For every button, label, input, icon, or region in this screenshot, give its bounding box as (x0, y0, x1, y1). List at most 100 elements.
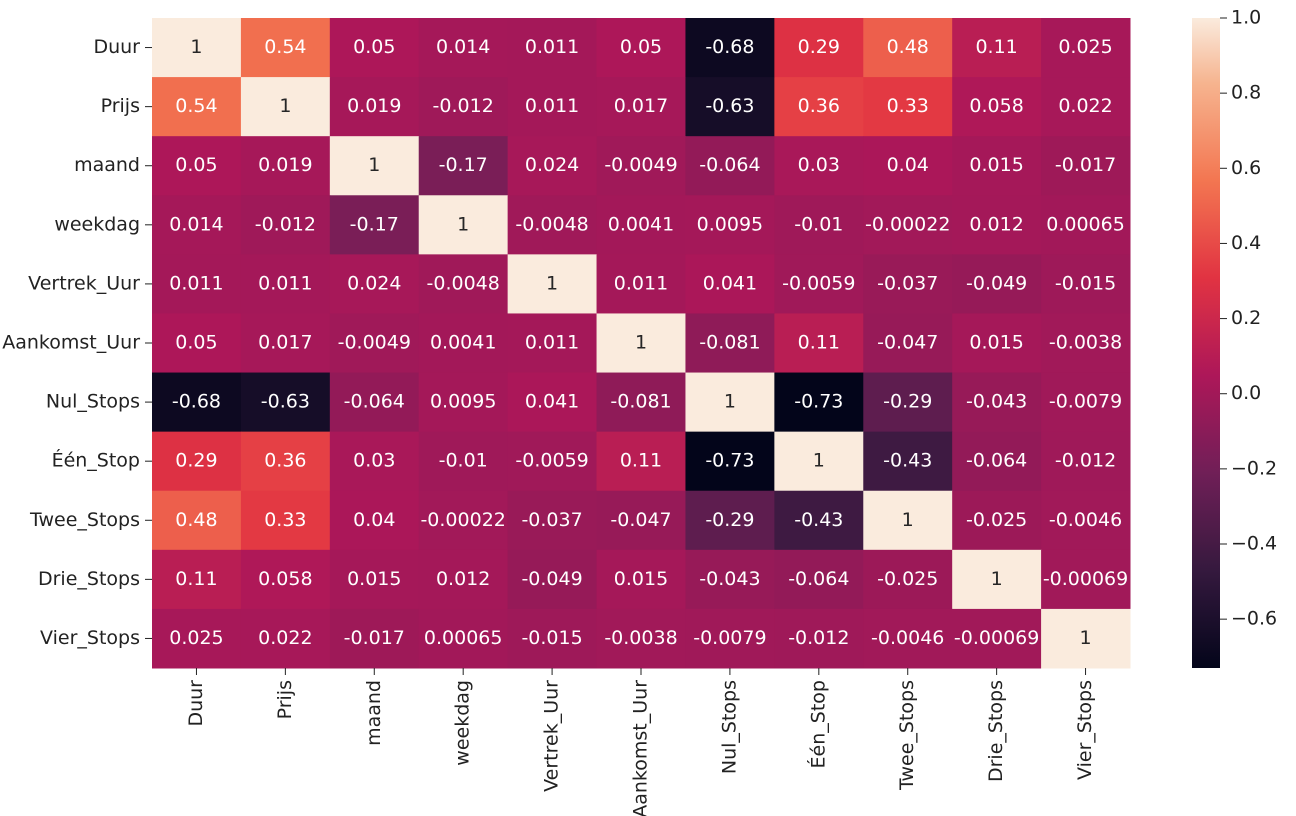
heatmap-cell (774, 77, 864, 137)
x-tick-label: Duur (185, 680, 207, 727)
heatmap-cell (596, 195, 686, 255)
colorbar-tick-label: −0.2 (1231, 457, 1277, 479)
cell-label: 0.29 (175, 450, 217, 472)
heatmap-cell (1041, 490, 1131, 551)
heatmap-cell (418, 549, 509, 610)
heatmap-cell (418, 431, 509, 492)
cell-label: 0.00065 (424, 627, 503, 649)
cell-label: 0.11 (175, 568, 217, 590)
heatmap-cell (329, 549, 420, 610)
cell-label: -0.081 (610, 391, 671, 413)
heatmap-cell (685, 490, 775, 551)
heatmap-cell (685, 549, 775, 610)
colorbar-tick-label: 0.4 (1231, 232, 1261, 254)
cell-label: -0.0079 (693, 627, 766, 649)
cell-label: -0.0038 (1049, 332, 1122, 354)
cell-label: -0.037 (521, 509, 582, 531)
heatmap-cell (952, 254, 1042, 314)
x-tick-label: maand (363, 680, 385, 746)
heatmap-cell (774, 313, 864, 374)
cell-label: 0.025 (169, 627, 223, 649)
heatmap-cell (685, 313, 775, 374)
heatmap-cell (152, 77, 242, 137)
cell-label: 0.012 (436, 568, 490, 590)
cell-label: 0.05 (620, 36, 662, 58)
heatmap-cell (774, 195, 864, 255)
heatmap-cell (1041, 549, 1131, 610)
cell-label: -0.0046 (1049, 509, 1122, 531)
cell-label: 0.05 (175, 154, 217, 176)
heatmap-cell (507, 313, 598, 374)
cell-label: 0.041 (703, 272, 757, 294)
cell-label: -0.049 (521, 568, 582, 590)
cell-label: 1 (1079, 627, 1091, 649)
cell-label: 0.011 (169, 272, 223, 294)
heatmap-cell (952, 136, 1042, 196)
cell-label: -0.064 (966, 450, 1027, 472)
cell-label: 0.0041 (608, 213, 674, 235)
heatmap-cell (863, 549, 953, 610)
cell-label: -0.0049 (338, 332, 411, 354)
heatmap-cell (507, 490, 598, 551)
heatmap-cell (240, 77, 331, 137)
cell-label: 0.11 (620, 450, 662, 472)
heatmap-cell (596, 18, 686, 78)
y-tick-label: Nul_Stops (46, 391, 140, 413)
heatmap-cell (596, 490, 686, 551)
heatmap-cell (596, 372, 686, 433)
heatmap-cell (863, 136, 953, 196)
heatmap-cell (329, 18, 420, 78)
cell-label: -0.0079 (1049, 391, 1122, 413)
cell-label: -0.081 (699, 332, 760, 354)
cell-label: -0.037 (877, 272, 938, 294)
heatmap-cell (596, 313, 686, 374)
cell-label: -0.73 (705, 450, 754, 472)
heatmap-cell (152, 608, 242, 669)
y-tick-label: Aankomst_Uur (2, 332, 140, 354)
heatmap-cell (240, 431, 331, 492)
cell-label: 1 (724, 391, 736, 413)
heatmap-cell (685, 372, 775, 433)
cell-label: 0.058 (258, 568, 312, 590)
cell-label: -0.012 (788, 627, 849, 649)
y-tick-label: Twee_Stops (29, 509, 140, 531)
cell-label: 0.36 (264, 450, 306, 472)
heatmap-cell (418, 490, 509, 551)
heatmap-cell (863, 77, 953, 137)
cell-label: 0.03 (798, 154, 840, 176)
heatmap-cell (596, 254, 686, 314)
cell-label: 0.022 (1058, 95, 1112, 117)
cell-label: 0.0095 (697, 213, 763, 235)
heatmap-cell (774, 372, 864, 433)
heatmap-cell (685, 18, 775, 78)
heatmap-cell (418, 608, 509, 669)
cell-label: -0.43 (883, 450, 932, 472)
heatmap-cell (1041, 254, 1131, 314)
cell-label: 0.017 (614, 95, 668, 117)
cell-label: 0.017 (258, 332, 312, 354)
y-tick-label: Drie_Stops (38, 568, 140, 590)
heatmap-cell (329, 431, 420, 492)
cell-label: -0.17 (350, 213, 399, 235)
heatmap-cell (240, 608, 331, 669)
cell-label: -0.012 (1055, 450, 1116, 472)
heatmap-cell (152, 490, 242, 551)
heatmap-cell (1041, 431, 1131, 492)
y-tick-label: maand (74, 154, 140, 176)
cell-label: 0.019 (258, 154, 312, 176)
heatmap-cell (418, 136, 509, 196)
cell-label: 0.058 (969, 95, 1023, 117)
heatmap-cell (329, 254, 420, 314)
cell-label: 0.015 (347, 568, 401, 590)
cell-label: 0.011 (258, 272, 312, 294)
heatmap-cell (952, 490, 1042, 551)
cell-label: 0.024 (347, 272, 401, 294)
heatmap-cell (952, 313, 1042, 374)
cell-label: 0.011 (525, 36, 579, 58)
heatmap-cell (863, 18, 953, 78)
heatmap-cell (240, 490, 331, 551)
x-tick-label: Aankomst_Uur (630, 680, 652, 816)
cell-label: -0.0046 (871, 627, 944, 649)
heatmap-cell (240, 18, 331, 78)
heatmap-cell (685, 195, 775, 255)
